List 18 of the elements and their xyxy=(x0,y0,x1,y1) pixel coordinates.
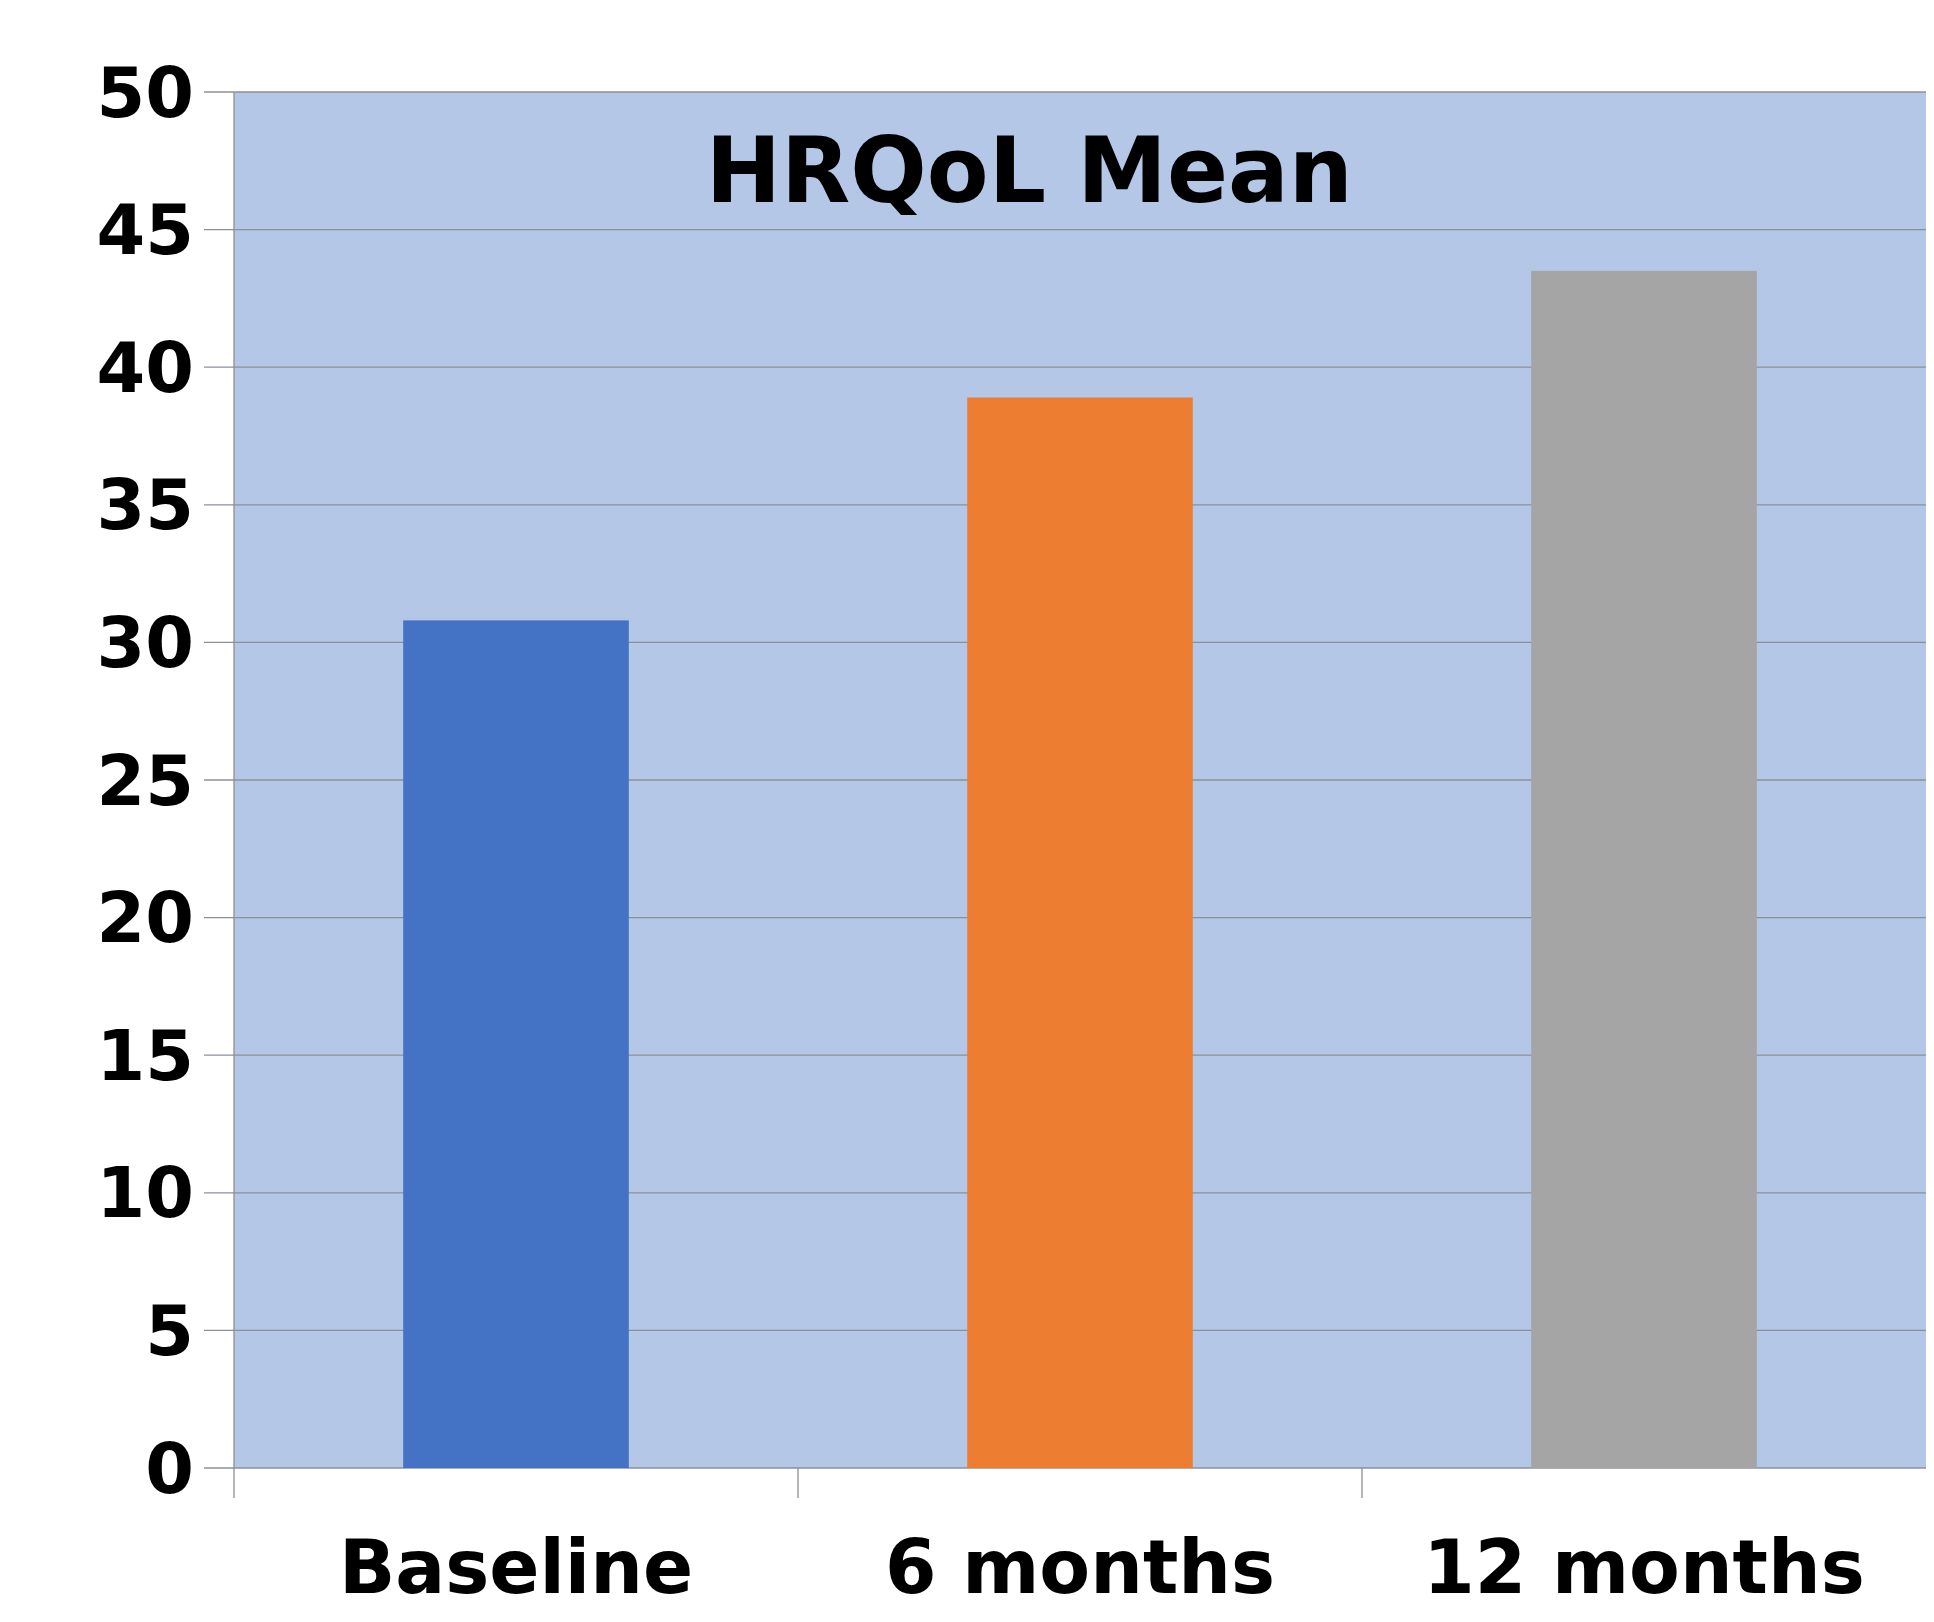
bar xyxy=(967,397,1193,1468)
y-tick-label: 35 xyxy=(96,464,194,547)
x-tick-label: 6 months xyxy=(885,1524,1275,1610)
x-tick-label: Baseline xyxy=(338,1524,694,1610)
y-tick-label: 50 xyxy=(96,51,194,134)
bar xyxy=(1531,270,1757,1468)
bar xyxy=(403,620,629,1468)
y-tick-label: 45 xyxy=(96,189,194,272)
y-tick-label: 30 xyxy=(96,601,194,684)
y-tick-label: 10 xyxy=(96,1152,194,1235)
y-tick-label: 25 xyxy=(96,739,194,822)
x-tick-label: 12 months xyxy=(1423,1524,1865,1610)
y-tick-label: 40 xyxy=(96,326,194,409)
y-tick-label: 5 xyxy=(145,1289,194,1372)
y-tick-label: 20 xyxy=(96,877,194,960)
y-tick-label: 0 xyxy=(145,1427,194,1510)
y-tick-label: 15 xyxy=(96,1014,194,1097)
chart-title: HRQoL Mean xyxy=(705,118,1353,223)
